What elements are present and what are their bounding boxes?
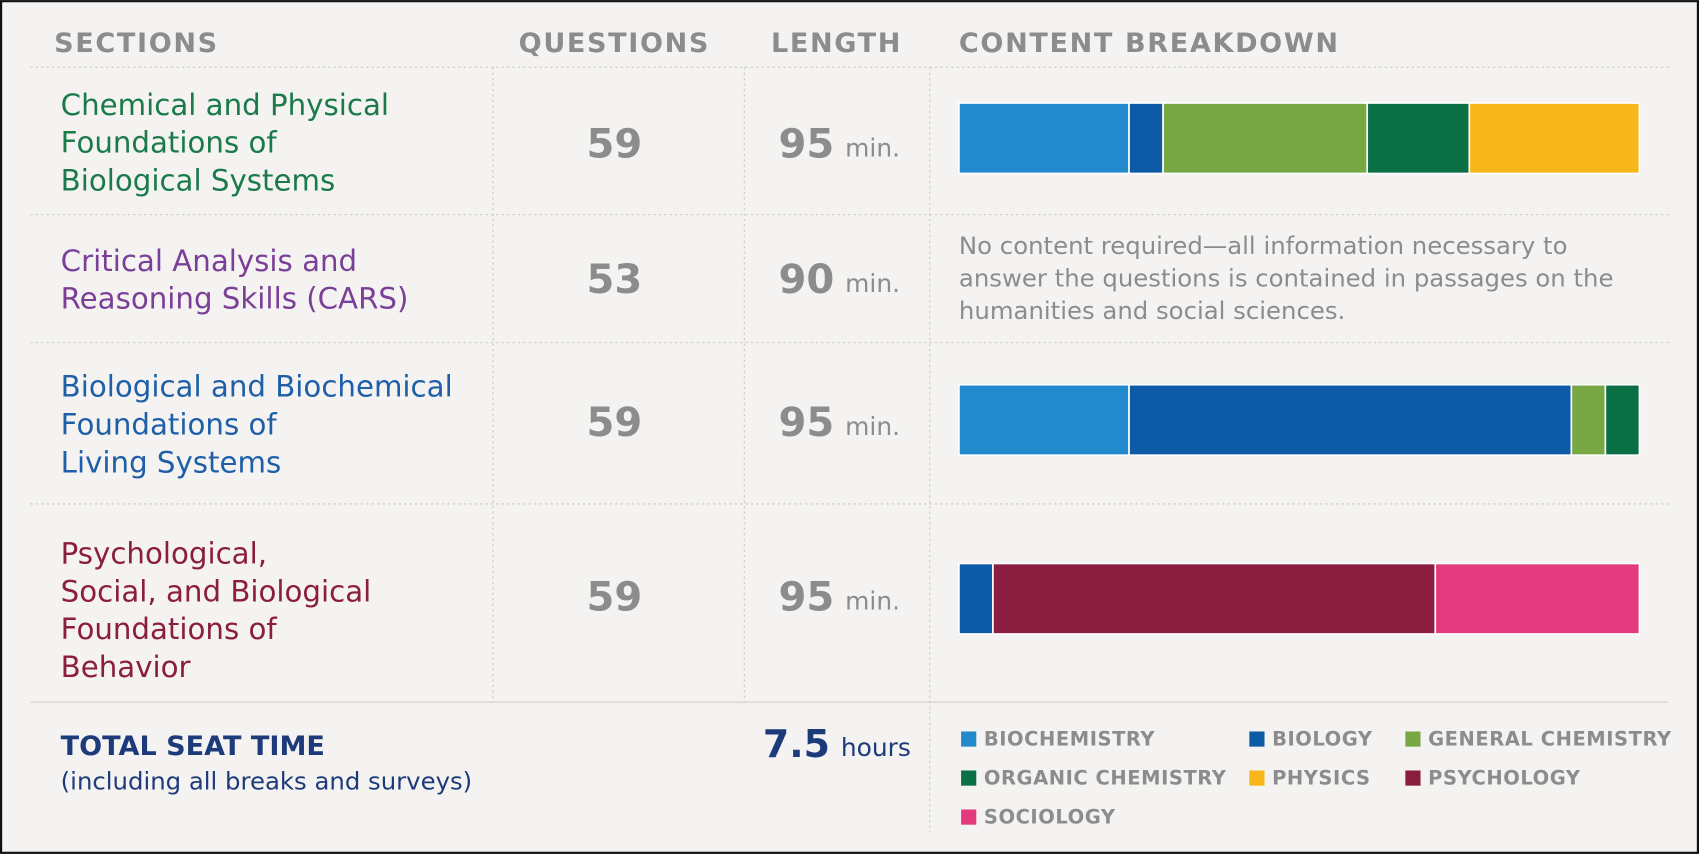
section-name: Behavior	[61, 650, 192, 684]
bar-segment	[1434, 562, 1641, 635]
section-name: Biological Systems	[61, 164, 336, 198]
bar-segment	[1468, 102, 1641, 175]
legend-swatch	[1249, 731, 1265, 747]
length-unit: min.	[845, 269, 900, 298]
legend-swatch	[961, 770, 977, 786]
header-questions: QUESTIONS	[519, 28, 710, 59]
legend-swatch	[1405, 731, 1421, 747]
breakdown-note: humanities and social sciences.	[959, 296, 1345, 325]
total-unit: hours	[841, 733, 911, 762]
bar-segment	[958, 562, 994, 635]
section-name: Biological and Biochemical	[61, 369, 453, 403]
total-label: TOTAL SEAT TIME	[61, 731, 325, 762]
legend-label: BIOLOGY	[1272, 728, 1373, 751]
header-breakdown: CONTENT BREAKDOWN	[959, 28, 1340, 59]
length-unit: min.	[845, 134, 900, 163]
bar-segment	[1128, 102, 1164, 175]
section-name: Critical Analysis and	[61, 244, 357, 278]
section-name: Psychological,	[61, 536, 267, 570]
bar-segment	[1366, 102, 1471, 175]
question-count: 59	[586, 121, 642, 167]
header-length: LENGTH	[771, 28, 902, 59]
section-name: Living Systems	[61, 445, 282, 479]
legend-swatch	[1405, 770, 1421, 786]
section-name: Foundations of	[61, 407, 278, 441]
length-value: 90	[779, 257, 835, 303]
legend-swatch	[1249, 770, 1265, 786]
question-count: 59	[586, 400, 642, 446]
question-count: 53	[586, 257, 642, 303]
length-unit: min.	[845, 412, 900, 441]
total-note: (including all breaks and surveys)	[61, 766, 473, 795]
bar-segment	[958, 383, 1130, 456]
bar-segment	[1128, 383, 1573, 456]
bar-segment	[992, 562, 1437, 635]
legend-swatch	[961, 731, 977, 747]
bar-segment	[958, 102, 1130, 175]
breakdown-note: No content required—all information nece…	[959, 231, 1568, 260]
header-sections: SECTIONS	[54, 28, 219, 59]
section-name: Chemical and Physical	[61, 88, 389, 122]
length-value: 95	[779, 121, 835, 167]
length-unit: min.	[845, 587, 900, 616]
legend-label: PHYSICS	[1272, 767, 1371, 790]
legend-label: BIOCHEMISTRY	[984, 728, 1156, 751]
section-name: Reasoning Skills (CARS)	[61, 282, 409, 316]
separators	[30, 66, 1669, 833]
section-name: Social, and Biological	[61, 574, 372, 608]
total-value: 7.5	[763, 722, 830, 766]
bar-segment	[1570, 383, 1607, 456]
legend-label: GENERAL CHEMISTRY	[1428, 728, 1672, 751]
legend-label: SOCIOLOGY	[984, 806, 1116, 829]
bar-segment	[1604, 383, 1641, 456]
section-name: Foundations of	[61, 612, 278, 646]
length-value: 95	[779, 400, 835, 446]
legend-label: ORGANIC CHEMISTRY	[984, 767, 1227, 790]
breakdown-note: answer the questions is contained in pas…	[959, 264, 1614, 293]
legend-swatch	[961, 809, 977, 825]
question-count: 59	[586, 574, 642, 620]
section-name: Foundations of	[61, 126, 278, 160]
legend-label: PSYCHOLOGY	[1428, 767, 1581, 790]
length-value: 95	[779, 574, 835, 620]
bar-segment	[1162, 102, 1369, 175]
